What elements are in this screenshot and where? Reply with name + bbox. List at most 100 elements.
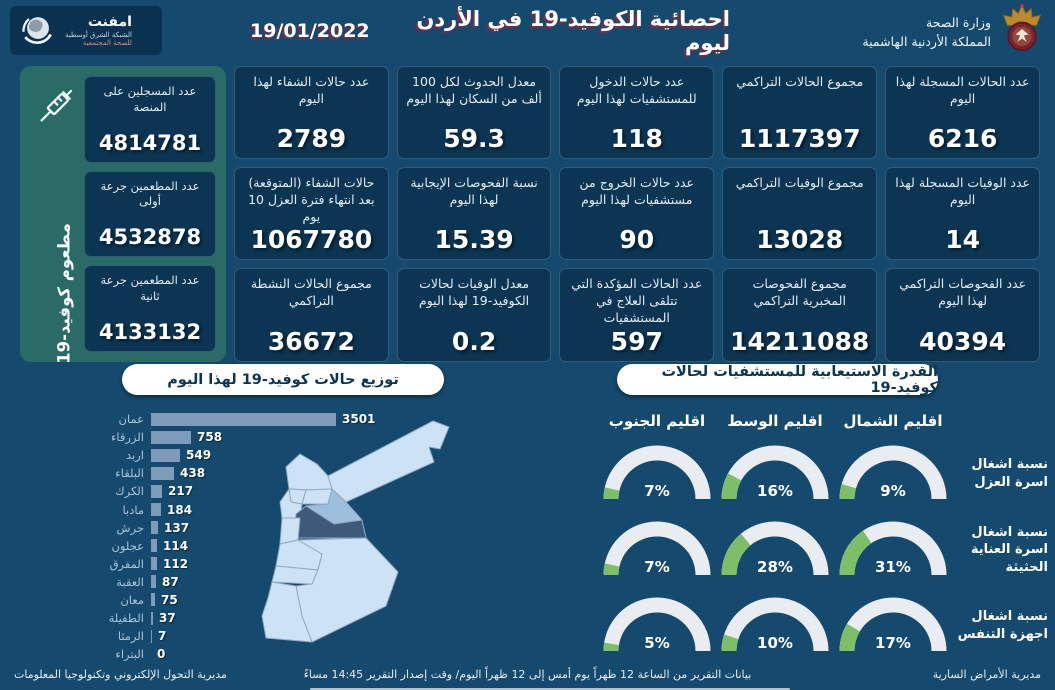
footer-divider bbox=[310, 688, 790, 690]
stat-card-label: عدد الحالات المؤكدة التي تتلقى العلاج في… bbox=[571, 276, 703, 326]
stat-card: مجموع الفحوصات المخبرية التراكمي 14211088 bbox=[722, 268, 878, 362]
gauge-value: 7% bbox=[644, 558, 669, 576]
gauge: 10% bbox=[716, 588, 834, 664]
stat-card: عدد حالات الخروج من مستشفيات لهذا اليوم 9… bbox=[559, 166, 715, 261]
bar-rect bbox=[151, 521, 158, 535]
stat-card: عدد حالات الدخول للمستشفيات لهذا اليوم 11… bbox=[559, 66, 715, 159]
bar-rect bbox=[151, 575, 156, 589]
gauge: 16% bbox=[716, 436, 834, 512]
bar-category-label: معان bbox=[120, 592, 144, 607]
stat-card-label: حالات الشفاء (المتوقعة) بعد انتهاء فترة … bbox=[248, 174, 375, 224]
syringe-icon bbox=[30, 80, 82, 136]
gauge-arc: 9% bbox=[839, 445, 947, 500]
jordan-coat-of-arms-icon bbox=[999, 3, 1045, 59]
stat-card-value: 1067780 bbox=[250, 225, 373, 255]
stat-card-label: عدد حالات الشفاء لهذا اليوم bbox=[253, 74, 370, 106]
gauge-value: 9% bbox=[880, 482, 905, 500]
vaccine-card: عدد المطعمين جرعة أولى 4532878 bbox=[84, 170, 216, 258]
stat-card-value: 13028 bbox=[756, 225, 844, 255]
stat-card-label: مجموع الوفيات التراكمي bbox=[735, 174, 864, 190]
bar-rect bbox=[151, 484, 162, 498]
footer-center: بيانات التقرير من الساعة 12 ظهراً يوم أم… bbox=[303, 668, 752, 681]
gauge-arc: 16% bbox=[721, 445, 829, 500]
stat-card: عدد الحالات المؤكدة التي تتلقى العلاج في… bbox=[559, 268, 715, 362]
vaccine-card-label: عدد المسجلين على المنصة bbox=[103, 84, 197, 114]
gauge: 17% bbox=[834, 588, 952, 664]
stat-card-label: عدد الفحوصات التراكمي لهذا اليوم bbox=[899, 276, 1027, 309]
gauge-arc: 7% bbox=[603, 521, 711, 576]
network-logo-text: امفنت الشبكة الشرق أوسطية للصحة المجتمعي… bbox=[65, 14, 132, 46]
bar-category-label: الزرقاء bbox=[110, 430, 144, 445]
bar-value-label: 438 bbox=[180, 466, 206, 481]
bar-value-label: 758 bbox=[197, 430, 223, 445]
bar-rect bbox=[151, 629, 152, 643]
gauge-value: 28% bbox=[757, 558, 793, 576]
gauge: 28% bbox=[716, 512, 834, 588]
bar-category-label: البلقاء bbox=[115, 466, 144, 481]
stat-card-value: 1117397 bbox=[738, 123, 861, 153]
stat-card: مجموع الحالات التراكمي 1117397 bbox=[722, 66, 878, 159]
globe-icon bbox=[18, 9, 58, 53]
bar-row: عمان 3501 bbox=[86, 410, 396, 428]
bar-value-label: 7 bbox=[158, 629, 167, 644]
gauge-value: 16% bbox=[757, 482, 793, 500]
network-subtitle-2: للصحة المجتمعية bbox=[82, 38, 132, 47]
bar-category-label: الكرك bbox=[115, 484, 144, 499]
bar-rect bbox=[151, 430, 191, 444]
stat-card: نسبة الفحوصات الإيجابية لهذا اليوم 15.39 bbox=[396, 166, 552, 261]
header: امفنت الشبكة الشرق أوسطية للصحة المجتمعي… bbox=[0, 0, 1055, 62]
bar-chart-title: توزيع حالات كوفيد-19 لهذا اليوم bbox=[122, 364, 444, 395]
bar-value-label: 217 bbox=[168, 484, 194, 499]
report-date: 19/01/2022 bbox=[250, 20, 370, 42]
vaccine-card-value: 4133132 bbox=[98, 320, 202, 345]
footer-right: مديرية الأمراض السارية bbox=[932, 668, 1041, 681]
gauge-header-spacer bbox=[952, 406, 1050, 436]
gauge-arc: 28% bbox=[721, 521, 829, 576]
bar-category-label: عجلون bbox=[111, 538, 144, 553]
bar-row: اربد 549 bbox=[86, 446, 396, 464]
stat-card: عدد الحالات المسجلة لهذا اليوم 6216 bbox=[885, 66, 1040, 159]
gauge-arc: 31% bbox=[839, 521, 947, 576]
bar-category-label: العقبة bbox=[116, 574, 144, 589]
stat-card-value: 597 bbox=[610, 327, 663, 356]
stat-card: عدد الفحوصات التراكمي لهذا اليوم 40394 bbox=[885, 268, 1040, 362]
stat-card-label: عدد الوفيات المسجلة لهذا اليوم bbox=[895, 174, 1031, 207]
gauge-value: 7% bbox=[644, 482, 669, 500]
vaccine-card: عدد المطعمين جرعة ثانية 4133132 bbox=[84, 265, 216, 353]
network-logo: امفنت الشبكة الشرق أوسطية للصحة المجتمعي… bbox=[10, 6, 162, 55]
bar-row: الرمثا 7 bbox=[86, 627, 396, 645]
stat-card: عدد الوفيات المسجلة لهذا اليوم 14 bbox=[885, 166, 1040, 261]
vaccinated-covid19-vertical-label: مطعوم كوفيد-19 bbox=[54, 223, 74, 364]
bar-rect bbox=[151, 412, 336, 426]
gauge-grid: اقليم الجنوب اقليم الوسط اقليم الشمال 7% 16%… bbox=[598, 406, 1050, 664]
bar-value-label: 37 bbox=[159, 611, 176, 626]
bar-category-label: مادبا bbox=[122, 502, 145, 517]
gauge: 5% bbox=[598, 588, 716, 664]
bar-row: الزرقاء 758 bbox=[86, 428, 396, 446]
stat-card-value: 14211088 bbox=[730, 327, 870, 356]
bar-row: المفرق 112 bbox=[86, 555, 396, 573]
vaccine-card-value: 4532878 bbox=[98, 225, 202, 250]
bar-rect bbox=[151, 557, 157, 571]
map-region bbox=[327, 420, 450, 503]
bar-row: جرش 137 bbox=[86, 519, 396, 537]
gauge-arc: 10% bbox=[721, 597, 829, 652]
bar-value-label: 114 bbox=[163, 538, 189, 553]
stat-card: معدل الحدوث لكل 100 ألف من السكان لهذا ا… bbox=[396, 66, 552, 159]
bar-rect bbox=[151, 539, 157, 553]
bar-value-label: 112 bbox=[163, 556, 189, 571]
stat-card-value: 15.39 bbox=[434, 225, 514, 255]
bar-value-label: 549 bbox=[186, 448, 212, 463]
stat-card-label: مجموع الحالات النشطة التراكمي bbox=[250, 276, 372, 309]
stat-card: عدد حالات الشفاء لهذا اليوم 2789 bbox=[234, 66, 389, 159]
stat-card-value: 6216 bbox=[927, 123, 998, 153]
bar-row: الطفيلة 37 bbox=[86, 609, 396, 627]
bar-value-label: 75 bbox=[161, 592, 178, 607]
jordan-map bbox=[236, 408, 476, 664]
stat-card-label: عدد حالات الدخول للمستشفيات لهذا اليوم bbox=[576, 74, 697, 106]
stat-card-label: معدل الحدوث لكل 100 ألف من السكان لهذا ا… bbox=[406, 74, 542, 106]
bar-value-label: 137 bbox=[164, 520, 190, 535]
footer-left: مديرية التحول الإلكتروني وتكنولوجيا المع… bbox=[14, 668, 227, 681]
bar-row: عجلون 114 bbox=[86, 537, 396, 555]
gauge: 7% bbox=[598, 436, 716, 512]
